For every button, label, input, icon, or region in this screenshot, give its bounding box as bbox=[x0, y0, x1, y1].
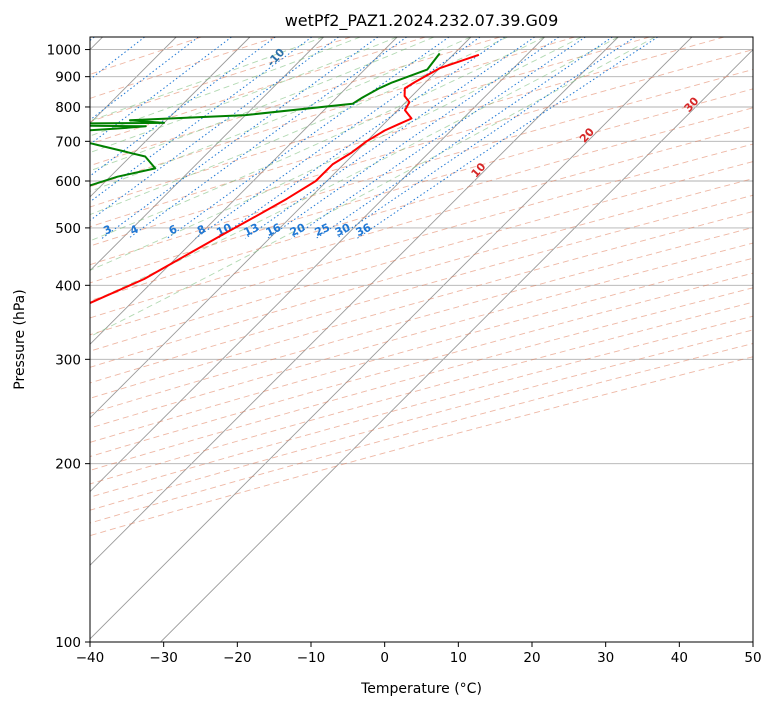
chart-title: wetPf2_PAZ1.2024.232.07.39.G09 bbox=[285, 11, 559, 31]
isotherm-lines bbox=[90, 37, 753, 642]
mixing-ratio-label: 25 bbox=[313, 221, 332, 239]
plot-frame bbox=[89, 36, 754, 643]
isotherm-line bbox=[90, 37, 251, 198]
x-tick-label: −20 bbox=[223, 650, 252, 666]
dry-adiabat-line bbox=[90, 37, 650, 208]
isotherm-line bbox=[90, 37, 472, 419]
dry-adiabat-line bbox=[90, 287, 753, 471]
moist-adiabat-lines bbox=[90, 37, 656, 338]
x-tick-label: 30 bbox=[597, 650, 614, 666]
moist-adiabat-line bbox=[90, 37, 398, 154]
isotherm-line bbox=[90, 37, 398, 345]
isotherm-line bbox=[90, 37, 545, 493]
dry-adiabat-line bbox=[90, 227, 753, 414]
x-tick-label: 40 bbox=[671, 650, 688, 666]
dry-adiabat-line bbox=[90, 242, 753, 429]
mixing-ratio-line bbox=[315, 37, 613, 239]
dry-adiabat-lines bbox=[90, 37, 753, 537]
mixing-ratio-line bbox=[101, 37, 379, 239]
y-tick-label: 500 bbox=[55, 221, 81, 237]
mixing-ratio-line bbox=[128, 37, 407, 239]
x-tick-label: 20 bbox=[523, 650, 540, 666]
dry-adiabat-line bbox=[90, 37, 725, 228]
y-tick-label: 600 bbox=[55, 174, 81, 190]
isotherm-line bbox=[90, 37, 324, 272]
dry-adiabat-line bbox=[90, 257, 753, 443]
y-tick-label: 100 bbox=[55, 635, 81, 651]
dry-adiabat-line bbox=[90, 37, 501, 167]
moist-adiabat-line bbox=[90, 37, 435, 172]
pressure-gridlines bbox=[90, 49, 753, 642]
dry-adiabat-line bbox=[90, 272, 753, 458]
mixing-ratio-line bbox=[166, 37, 450, 239]
dry-adiabat-line bbox=[90, 211, 753, 399]
mixing-ratio-label: 30 bbox=[333, 221, 353, 239]
mixing-ratio-label: 20 bbox=[288, 221, 308, 239]
sounding-series bbox=[90, 52, 480, 305]
mixing-ratio-line bbox=[90, 37, 339, 222]
dry-adiabat-line bbox=[90, 178, 753, 368]
y-axis-label: Pressure (hPa) bbox=[12, 289, 28, 389]
dewpoint-profile bbox=[90, 52, 441, 188]
plot-area: 0.10.20.40.611.52346810131620253036-100-… bbox=[90, 37, 753, 642]
x-axis-label: Temperature (°C) bbox=[360, 681, 482, 697]
dry-adiabat-line bbox=[90, 37, 426, 145]
x-axis-ticks: −40 −30 −20 −10 0 10 20 30 40 50 bbox=[76, 642, 762, 666]
moist-adiabat-line bbox=[90, 37, 472, 192]
x-tick-label: 50 bbox=[744, 650, 761, 666]
dry-adiabat-line bbox=[90, 125, 753, 319]
temperature-profile bbox=[90, 53, 480, 305]
isotherm-line bbox=[160, 48, 753, 642]
dry-adiabat-line bbox=[90, 194, 753, 384]
mixing-ratio-line bbox=[217, 37, 506, 239]
mixing-ratio-label: 10 bbox=[214, 221, 234, 239]
x-tick-label: −40 bbox=[76, 650, 105, 666]
dry-adiabat-line bbox=[90, 107, 753, 302]
y-axis-ticks: 100 200 300 400 500 600 700 800 900 1000 bbox=[47, 43, 90, 651]
y-tick-label: 300 bbox=[55, 352, 81, 368]
dry-adiabat-line bbox=[90, 49, 753, 247]
x-tick-label: −30 bbox=[149, 650, 178, 666]
y-tick-label: 400 bbox=[55, 278, 81, 294]
dry-adiabat-line bbox=[90, 301, 753, 485]
mixing-ratio-line bbox=[90, 37, 313, 203]
mixing-ratio-line bbox=[90, 37, 276, 177]
y-tick-label: 1000 bbox=[47, 43, 81, 59]
isotherm-line bbox=[90, 37, 619, 566]
mixing-ratio-line bbox=[336, 37, 636, 239]
dry-adiabat-line bbox=[90, 88, 753, 284]
mixing-ratio-label: 13 bbox=[242, 221, 261, 239]
x-tick-label: 0 bbox=[380, 650, 389, 666]
isotherm-line bbox=[90, 37, 693, 640]
mixing-ratio-label: 36 bbox=[354, 221, 374, 239]
y-tick-label: 200 bbox=[55, 457, 81, 473]
y-tick-label: 700 bbox=[55, 134, 81, 150]
mixing-ratio-line bbox=[291, 37, 586, 239]
x-tick-label: 10 bbox=[450, 650, 467, 666]
y-tick-label: 800 bbox=[55, 100, 81, 116]
mixing-ratio-label: 16 bbox=[264, 221, 284, 239]
mixing-ratio-line bbox=[245, 37, 535, 239]
moist-adiabat-line bbox=[90, 37, 656, 338]
mixing-ratio-lines bbox=[90, 37, 658, 239]
y-tick-label: 900 bbox=[55, 70, 81, 86]
mixing-ratio-line bbox=[356, 37, 658, 239]
x-tick-label: −10 bbox=[297, 650, 326, 666]
